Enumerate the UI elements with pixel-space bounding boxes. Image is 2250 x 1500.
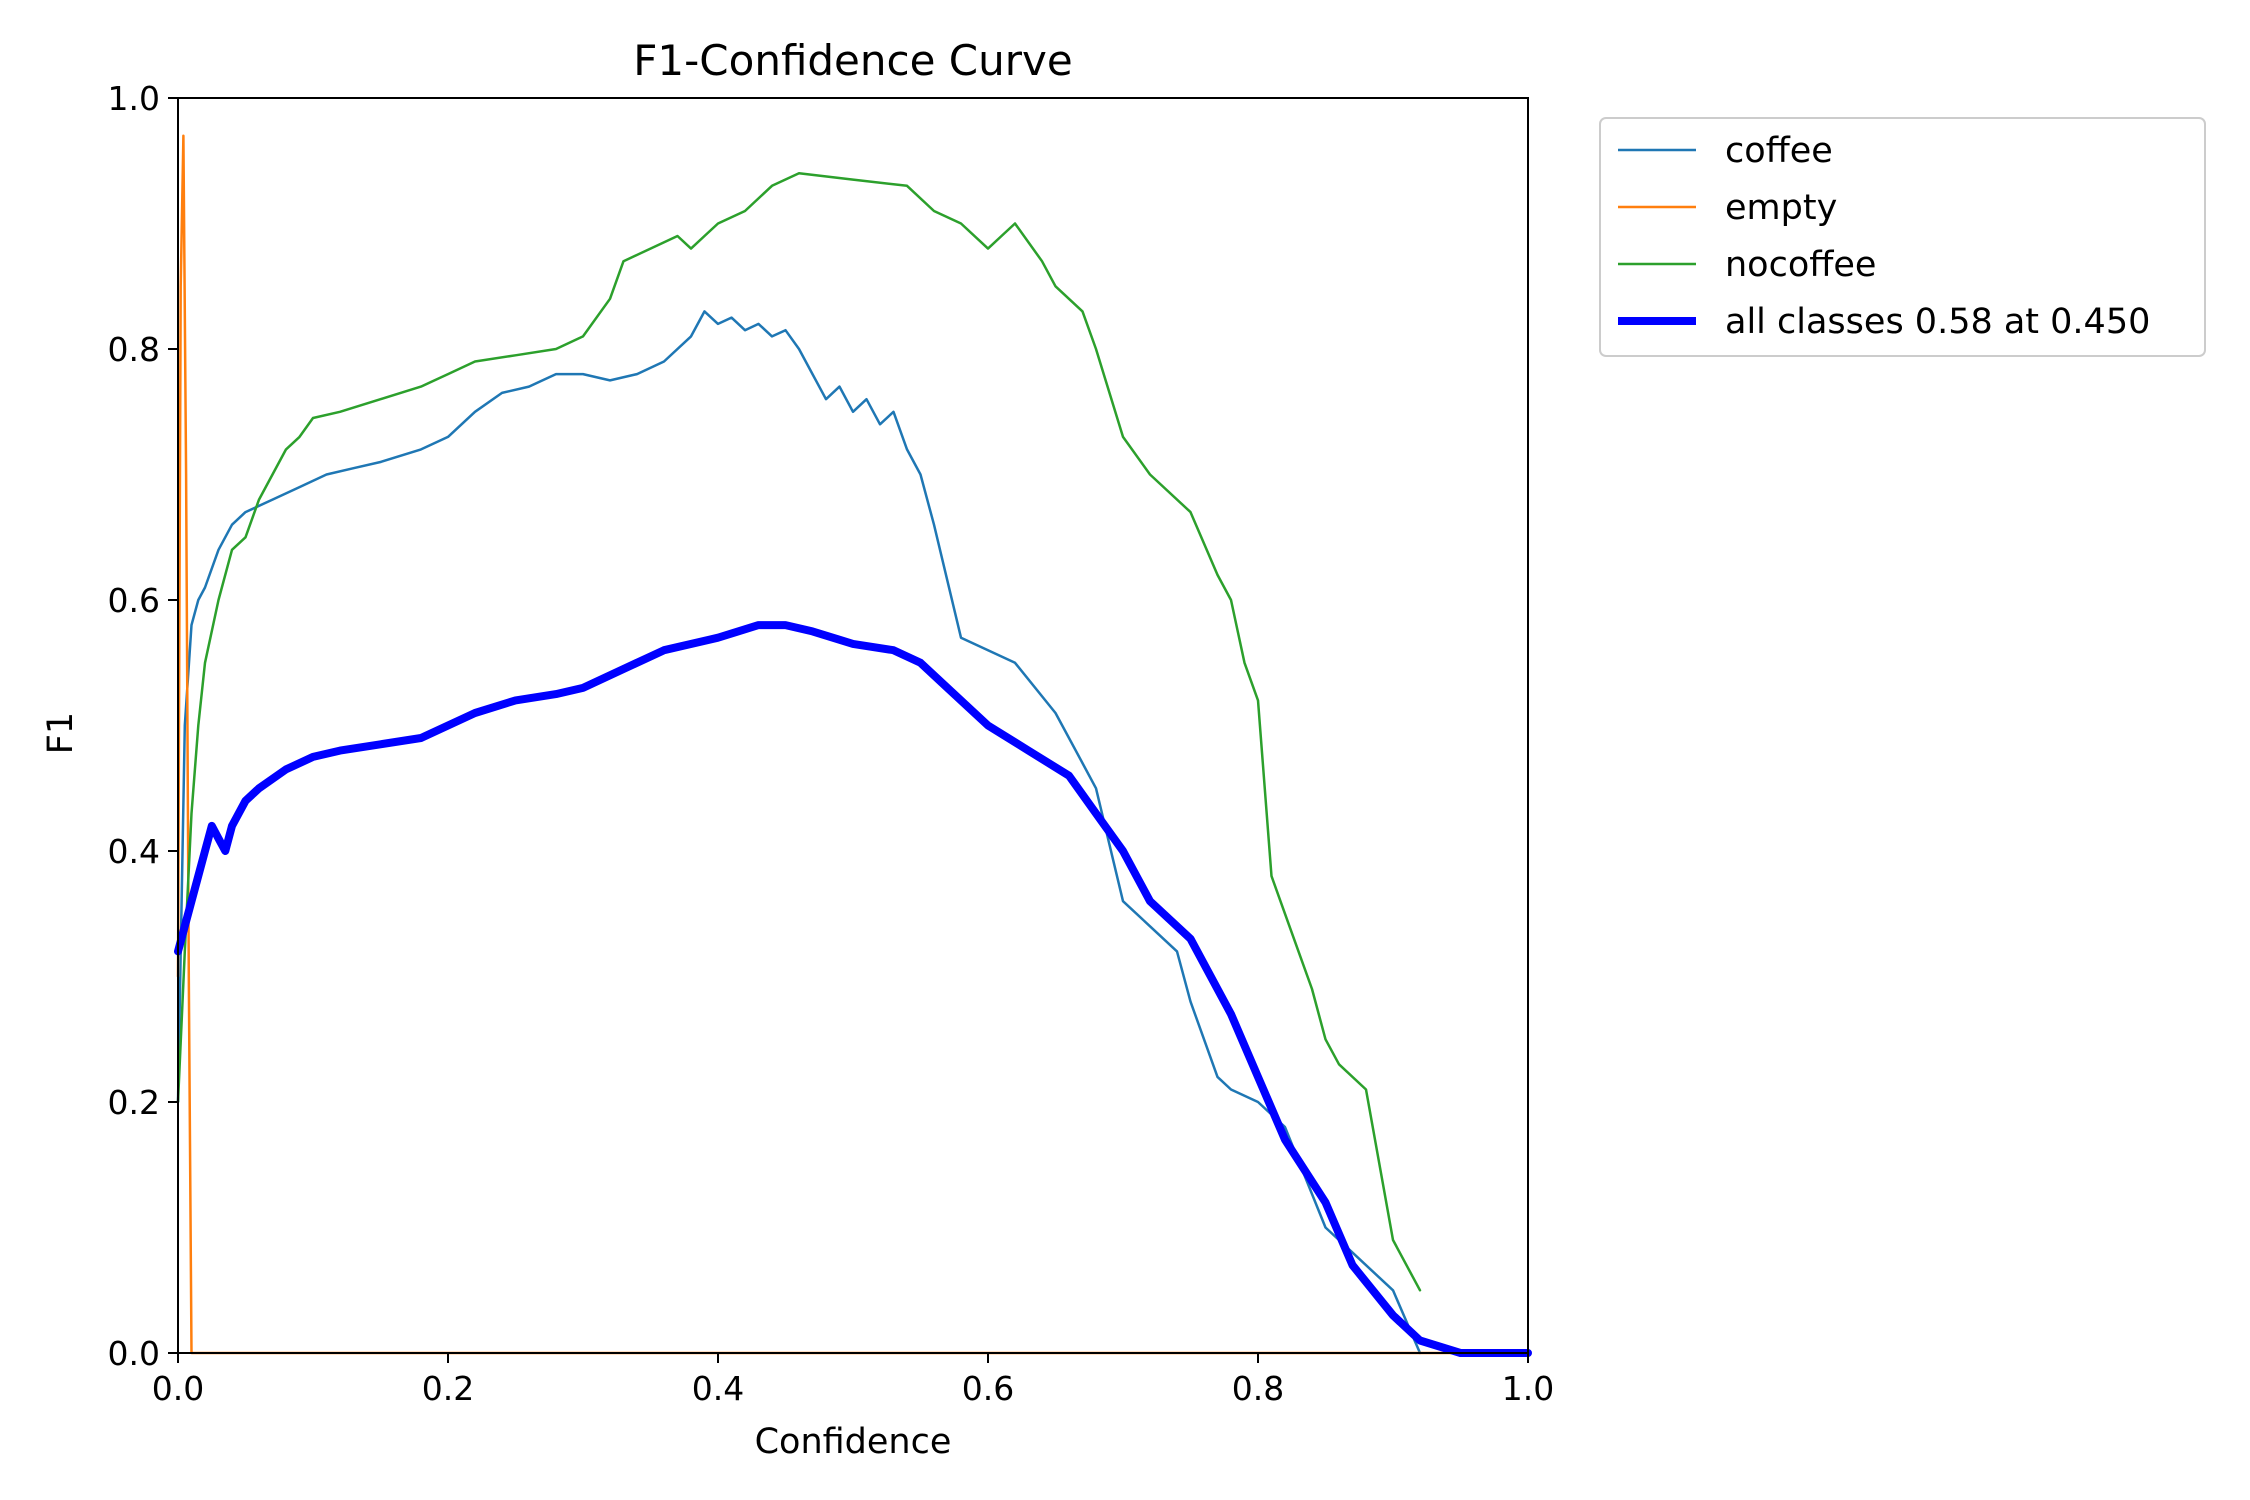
x-tick-label: 0.4 (692, 1369, 744, 1408)
legend: coffee empty nocoffee all classes 0.58 at 0… (1599, 117, 2206, 357)
chart-title: F1-Confidence Curve (633, 36, 1072, 85)
y-tick-label: 0.4 (108, 832, 160, 871)
x-tick-label: 1.0 (1502, 1369, 1554, 1408)
x-tick-label: 0.6 (962, 1369, 1014, 1408)
ticks-layer: 0.0 0.2 0.4 0.6 0.8 1.0 0.0 0.2 0.4 0.6 0.8 1.0 (108, 79, 1555, 1408)
legend-label: empty (1725, 188, 1837, 228)
y-tick-label: 0.0 (108, 1334, 160, 1373)
legend-label: all classes 0.58 at 0.450 (1725, 302, 2150, 342)
x-tick-label: 0.2 (422, 1369, 474, 1408)
series-line-coffee (176, 310, 1422, 1355)
legend-label: coffee (1725, 131, 1833, 171)
y-tick-label: 0.6 (108, 581, 160, 620)
y-tick-label: 0.2 (108, 1083, 160, 1122)
x-tick-label: 0.8 (1232, 1369, 1284, 1408)
x-tick-label: 0.0 (152, 1369, 204, 1408)
series-line-nocoffee (176, 172, 1422, 1292)
legend-label: nocoffee (1725, 245, 1876, 285)
series-line-all-classes-0-58-at-0-450 (174, 621, 1532, 1357)
plot-area-frame (177, 97, 1529, 1354)
y-tick-label: 0.8 (108, 330, 160, 369)
series-layer (174, 134, 1532, 1357)
y-axis-label: F1 (41, 712, 81, 754)
y-tick-label: 1.0 (108, 79, 160, 118)
x-axis-label: Confidence (755, 1422, 952, 1462)
legend-box (1599, 117, 2206, 357)
